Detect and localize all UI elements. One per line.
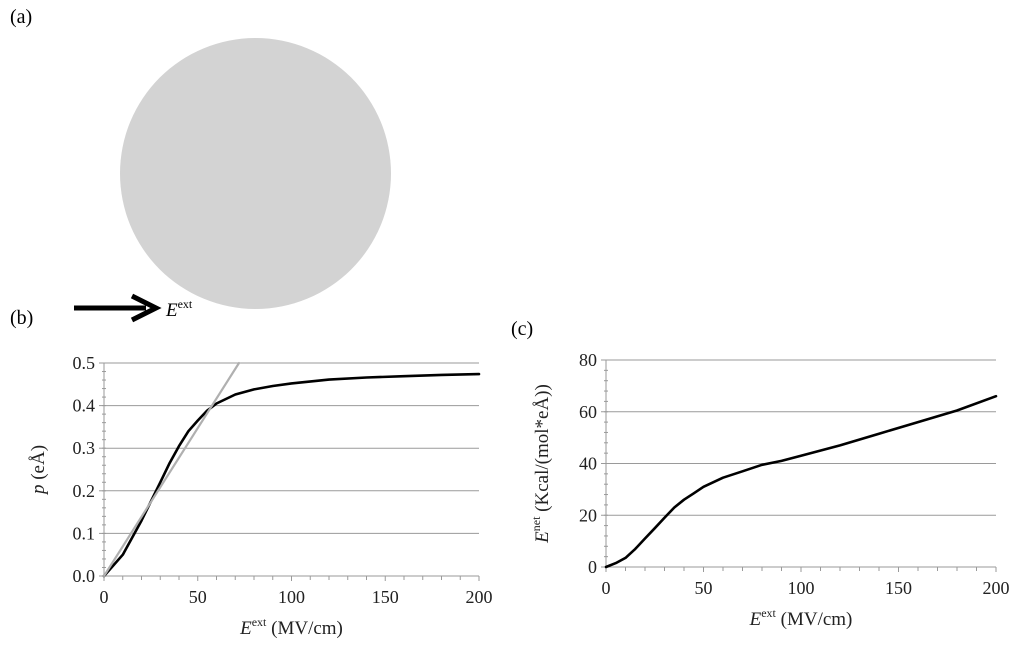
y-tick-label: 20 <box>579 505 597 525</box>
x-tick-label: 50 <box>189 587 207 607</box>
x-tick-label: 100 <box>278 587 305 607</box>
y-axis-title: Enet (Kcal/(mol*eÅ)) <box>529 384 553 544</box>
y-tick-label: 0 <box>588 557 597 577</box>
y-tick-label: 40 <box>579 454 597 474</box>
x-axis-title: Eext (MV/cm) <box>239 615 343 639</box>
y-tick-label: 0.2 <box>73 481 96 501</box>
x-tick-label: 0 <box>100 587 109 607</box>
field-arrow-icon <box>74 293 162 323</box>
x-tick-label: 200 <box>983 578 1010 598</box>
dielectric-sphere <box>120 38 391 309</box>
panel-label-a: (a) <box>10 6 33 28</box>
panel-label-b: (b) <box>10 307 34 329</box>
x-tick-label: 50 <box>695 578 713 598</box>
x-tick-label: 150 <box>885 578 912 598</box>
y-tick-label: 0.0 <box>73 566 96 586</box>
y-tick-label: 0.3 <box>73 438 96 458</box>
y-tick-label: 0.5 <box>73 353 96 373</box>
x-tick-label: 0 <box>602 578 611 598</box>
y-tick-label: 0.1 <box>73 523 96 543</box>
y-tick-label: 60 <box>579 402 597 422</box>
x-tick-label: 100 <box>788 578 815 598</box>
x-tick-label: 150 <box>372 587 399 607</box>
field-superscript: ext <box>177 297 193 311</box>
panel-label-c: (c) <box>511 318 534 340</box>
x-axis-title: Eext (MV/cm) <box>749 606 853 630</box>
field-symbol: E <box>166 300 178 321</box>
y-tick-label: 0.4 <box>73 396 96 416</box>
x-tick-label: 200 <box>466 587 493 607</box>
field-label: Eext <box>166 297 192 322</box>
series-line <box>102 361 241 578</box>
y-tick-label: 80 <box>579 350 597 370</box>
y-axis-title: p (eÅ) <box>28 445 49 496</box>
chart-c: 0 20 40 60 80 0 50 100 150 200 Eext (MV/cm) Enet (K… <box>529 350 1010 630</box>
chart-b: 0.0 0.1 0.2 0.3 0.4 0.5 0 50 100 150 200 Eext (MV/c… <box>28 353 493 639</box>
series-line <box>102 372 481 578</box>
series-line <box>604 394 998 569</box>
